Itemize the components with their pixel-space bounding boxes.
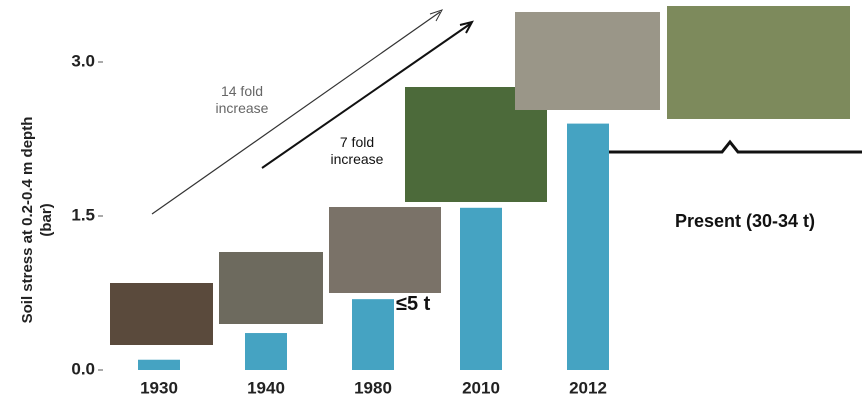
annotation-line: 14 fold [221,83,263,99]
annotation-line: ≤5 t [396,293,431,315]
x-tick-label: 2012 [569,378,607,397]
arrow-7-fold [261,23,471,169]
annotation: Present (30-34 t) [675,211,815,231]
bar [245,333,287,370]
x-tick-label: 1940 [247,378,285,397]
arrows [151,9,862,215]
annotation: ≤5 t [396,293,431,315]
bar [138,359,180,370]
y-axis-label-line: (bar) [38,203,55,236]
photo-1930 [110,283,213,345]
photo-2012-combine [515,12,660,110]
y-tick-label: 3.0 [71,51,95,70]
photo-1940 [219,252,323,324]
annotation-line: increase [331,151,384,167]
photos [110,6,850,345]
photo-1980 [329,207,441,293]
bar [567,123,609,370]
arrowhead [459,20,474,34]
x-tick-label: 1980 [354,378,392,397]
bar [460,207,502,370]
y-tick-label: 1.5 [71,205,95,224]
present-bracket [585,139,862,170]
arrowhead [429,9,444,22]
annotation-line: Present (30-34 t) [675,211,815,231]
y-axis-label-line: Soil stress at 0.2-0.4 m depth [19,117,36,324]
bar [352,299,394,370]
annotation-line: increase [216,100,269,116]
x-tick-label: 1930 [140,378,178,397]
y-tick-label: 0.0 [71,359,95,378]
y-axis-label: Soil stress at 0.2-0.4 m depth (bar) [19,117,55,324]
x-tick-label: 2010 [462,378,500,397]
annotation-line: 7 fold [340,134,374,150]
annotation: 7 fold increase [331,134,384,167]
arrow-14-fold [151,11,441,215]
photo-2012-cotton [667,6,850,119]
annotation: 14 fold increase [216,83,269,116]
